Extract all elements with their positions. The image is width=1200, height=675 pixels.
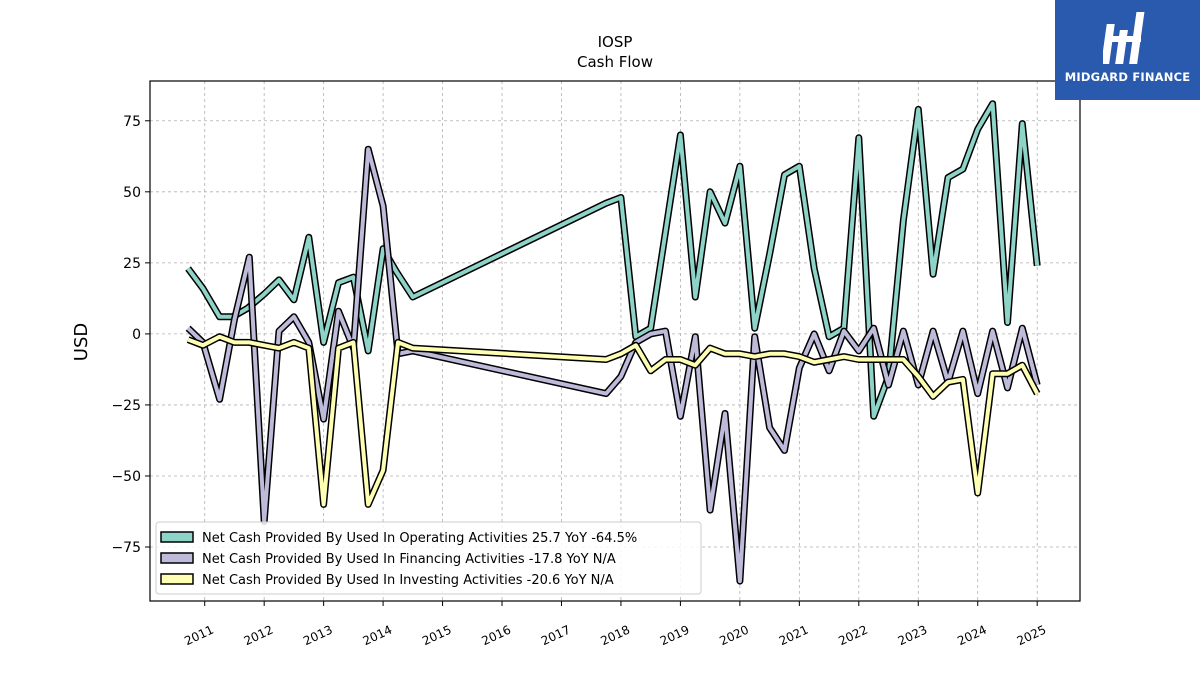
legend-swatch [160,573,194,585]
x-tick-label: 2016 [480,623,514,649]
y-axis-label: USD [71,323,92,361]
x-tick-label: 2022 [836,623,870,649]
x-tick-label: 2017 [539,623,573,649]
series-line-1 [186,147,1040,584]
y-tick-label: 25 [123,256,141,272]
x-tick-label: 2019 [658,623,692,649]
series-line-0 [186,101,1040,419]
series-layer [185,100,1041,585]
plot-frame [149,80,1081,602]
midgard-logo-icon [1103,12,1145,64]
x-tick-label: 2021 [777,623,811,649]
y-tick-label: 0 [132,327,141,343]
y-tick-label: 50 [123,185,141,201]
legend-entry-label: Net Cash Provided By Used In Investing A… [202,573,614,588]
x-tick-label: 2011 [182,623,216,649]
legend-entry-label: Net Cash Provided By Used In Financing A… [202,552,616,567]
x-tick-label: 2015 [420,623,454,649]
x-tick-label: 2025 [1015,623,1049,649]
x-tick-label: 2018 [598,623,632,649]
y-tick-label: −50 [111,469,141,485]
x-tick-label: 2023 [896,623,930,649]
legend-swatch [160,531,194,543]
x-tick-label: 2012 [242,623,276,649]
chart-subtitle: Cash Flow [577,53,653,71]
legend: Net Cash Provided By Used In Operating A… [155,521,702,595]
legend-swatch [160,552,194,564]
y-axis: 75 50 25 0 −25 −50 −75 [111,114,150,556]
x-tick-label: 2020 [717,623,751,649]
x-tick-label: 2014 [361,623,395,649]
chart-title: IOSP [598,33,633,51]
x-tick-label: 2024 [955,623,989,649]
midgard-logo: MIDGARD FINANCE [1055,0,1200,100]
y-tick-label: −75 [111,540,141,556]
x-tick-label: 2013 [301,623,335,649]
legend-entry-label: Net Cash Provided By Used In Operating A… [202,531,637,546]
y-tick-label: 75 [123,114,141,130]
series-line-2 [187,334,1039,507]
x-axis: 2011 2012 2013 2014 2015 2016 2017 2018 2019 2020… [182,601,1048,648]
logo-text: MIDGARD FINANCE [1064,70,1191,84]
y-tick-label: −25 [111,398,141,414]
legend-box [155,521,702,595]
